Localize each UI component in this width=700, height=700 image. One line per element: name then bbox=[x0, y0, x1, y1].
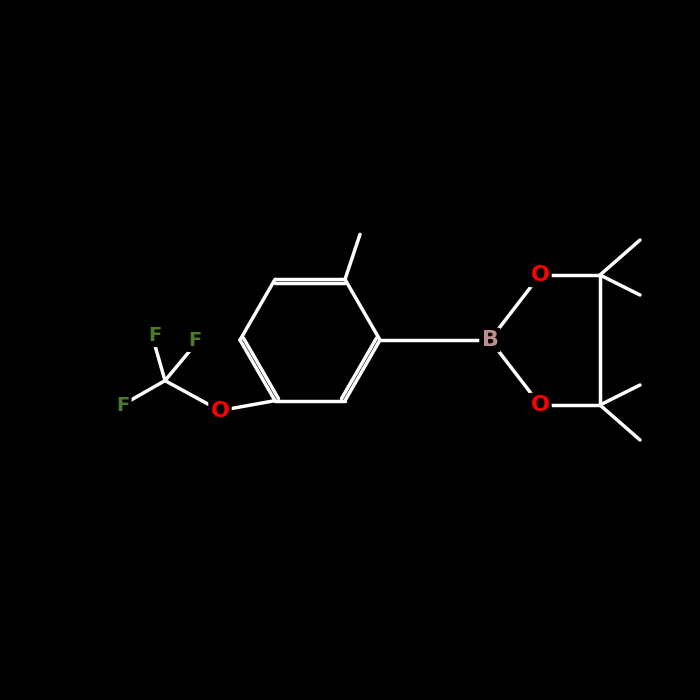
Text: O: O bbox=[211, 400, 230, 421]
Text: B: B bbox=[482, 330, 498, 350]
Text: O: O bbox=[531, 395, 550, 415]
Text: F: F bbox=[188, 331, 202, 350]
Text: O: O bbox=[531, 265, 550, 285]
Text: F: F bbox=[148, 326, 162, 345]
Text: F: F bbox=[116, 396, 130, 415]
